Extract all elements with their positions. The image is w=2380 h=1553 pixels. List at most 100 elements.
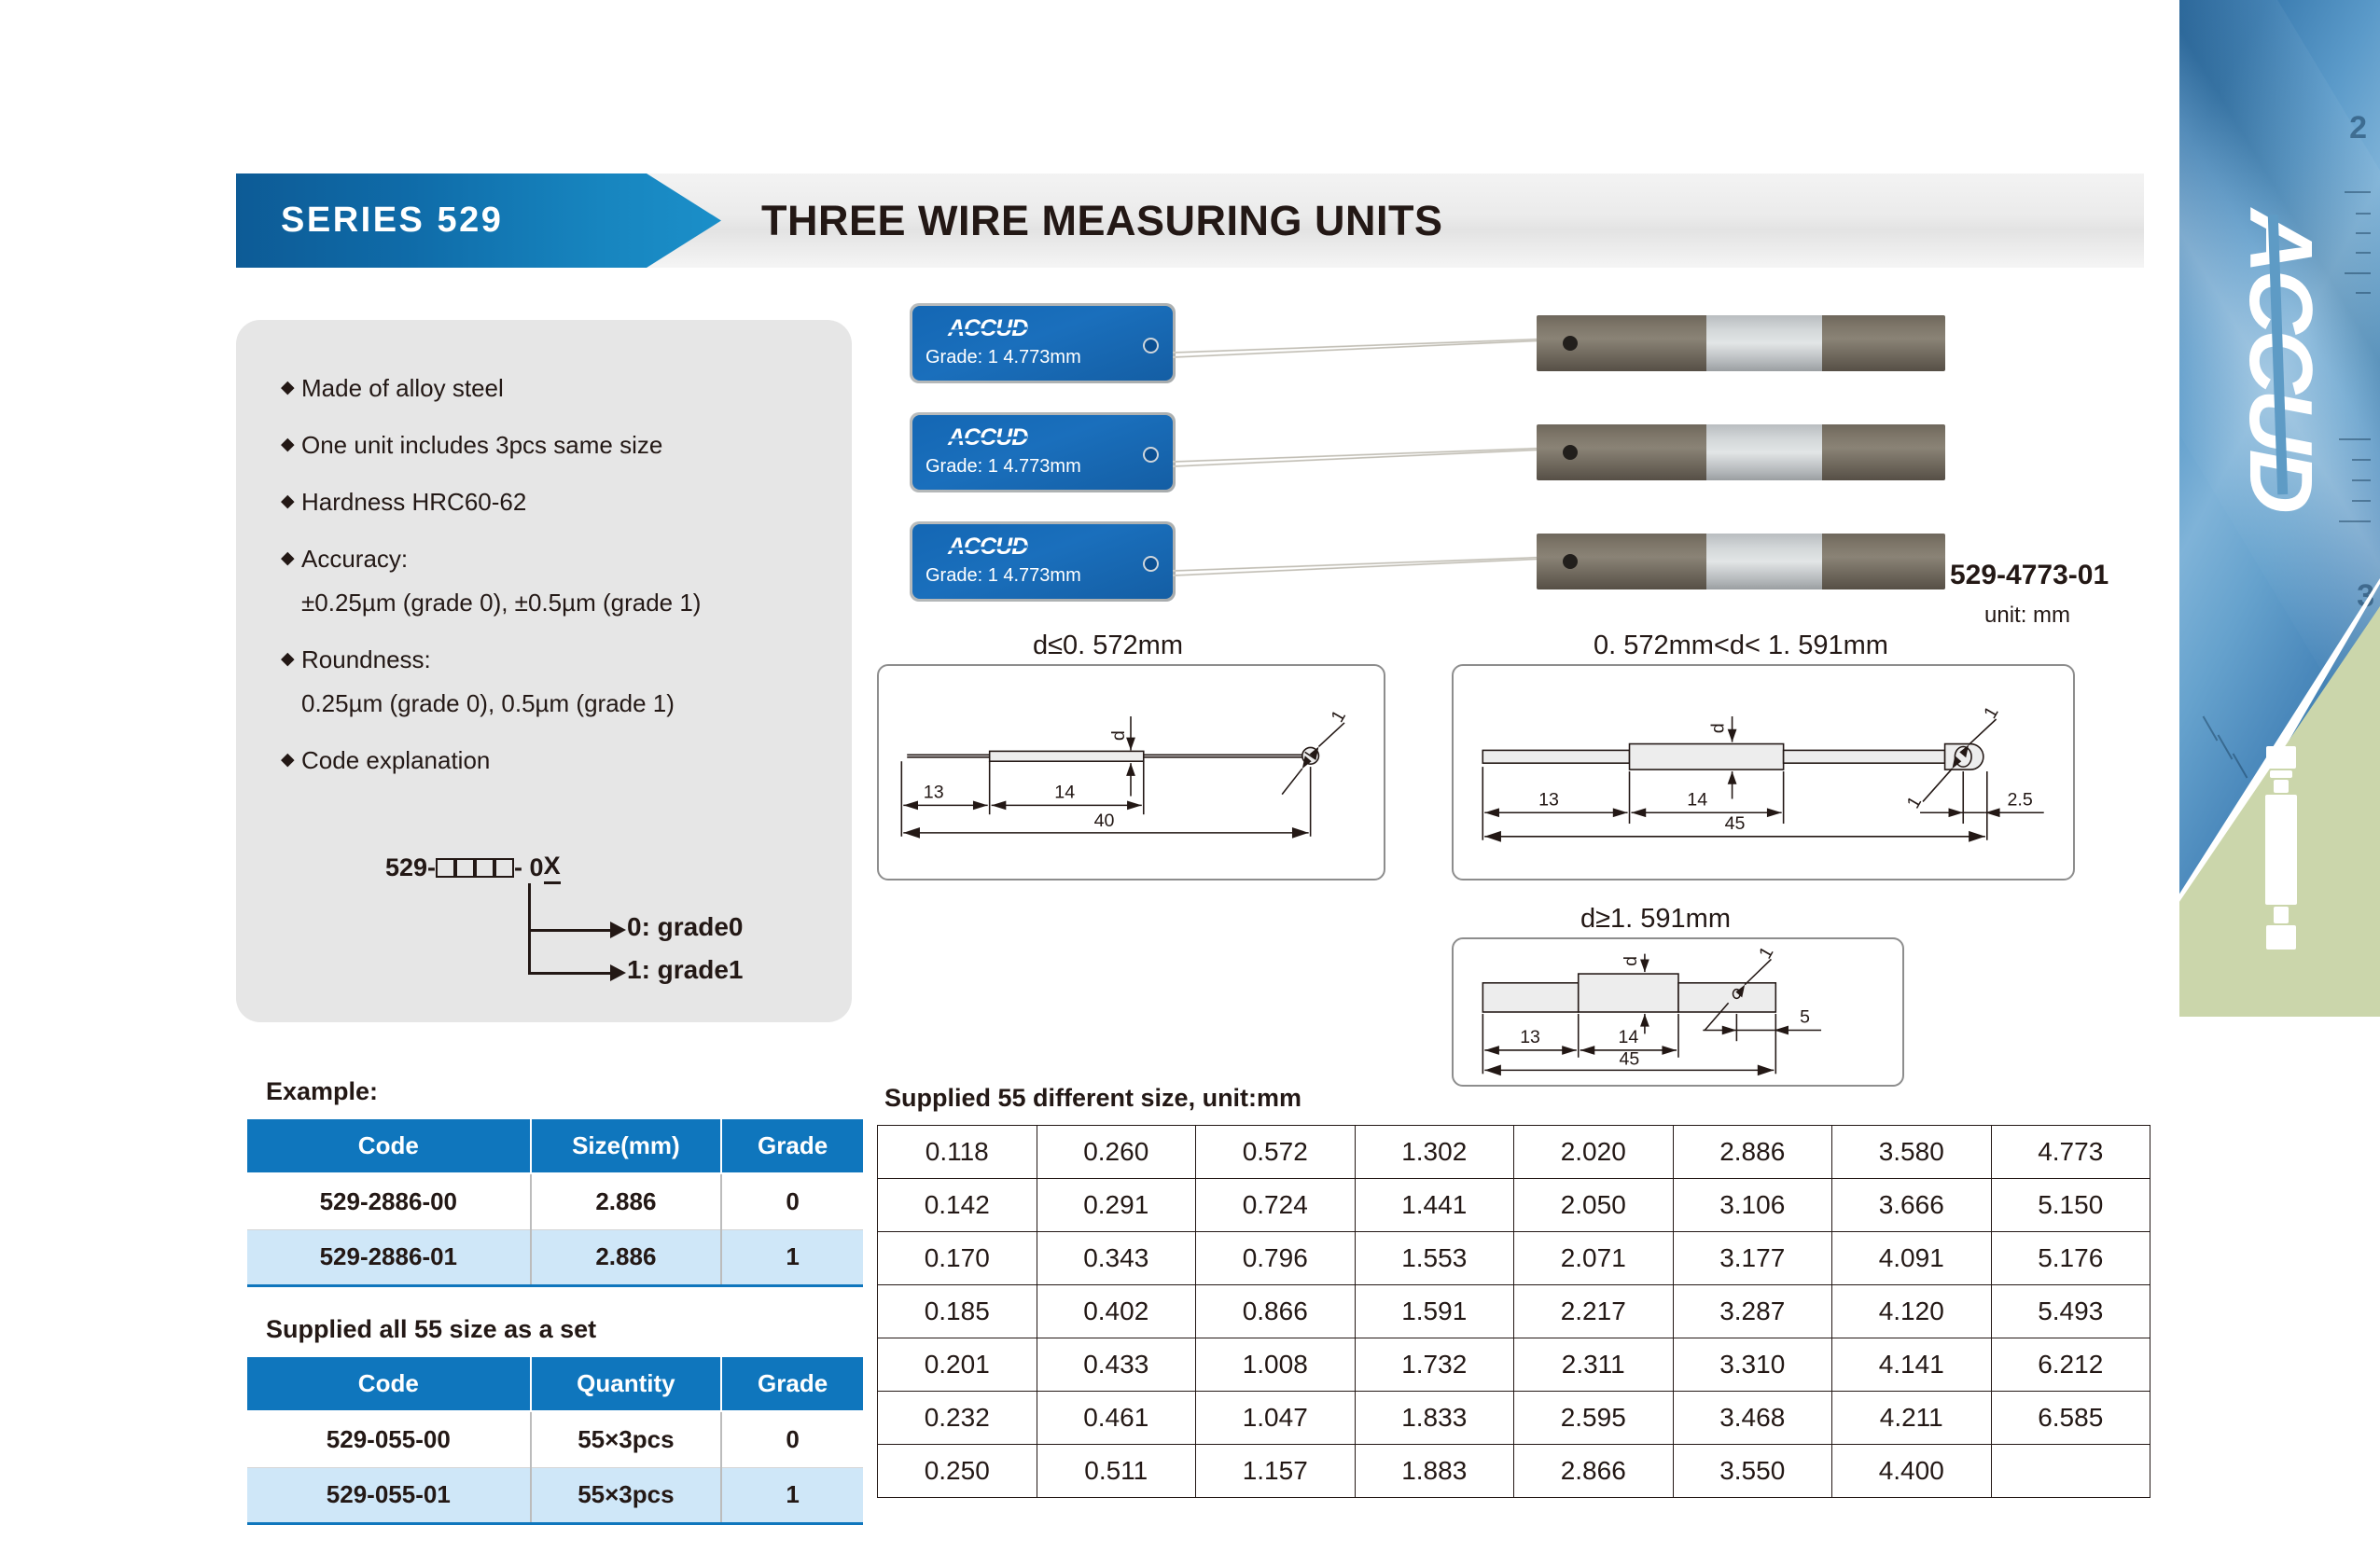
cell-quantity: 55×3pcs [530,1467,723,1525]
list-item: ◆ Roundness: [281,644,835,675]
product-tag: ACCUD Grade: 1 4.773mm [910,412,1176,492]
size-cell: 6.585 [1990,1391,2150,1445]
diamond-bullet-icon: ◆ [281,750,295,770]
cell-grade: 1 [721,1229,863,1287]
spec-text: Accuracy: [301,545,409,573]
ruler-number: 2 [2349,110,2367,146]
size-cell: 0.232 [877,1391,1037,1445]
series-badge: SERIES 529 [236,173,721,268]
rod-band [1706,534,1822,589]
ruler-tick [2356,292,2371,294]
size-table: 0.118 0.260 0.572 1.302 2.020 2.886 3.58… [877,1125,2150,1498]
size-cell: 2.217 [1513,1284,1674,1338]
size-cell: 0.433 [1036,1338,1196,1392]
size-cell: 0.796 [1195,1231,1356,1285]
dim-d: d [1708,723,1729,733]
specification-panel: ◆ Made of alloy steel ◆ One unit include… [236,320,852,1022]
size-cell: 5.150 [1990,1178,2150,1232]
unit-note: unit: mm [1984,603,2071,628]
cell-grade: 0 [721,1411,863,1468]
rod-band [1706,424,1822,480]
diamond-bullet-icon: ◆ [281,649,295,669]
ruler-tick [2339,438,2371,440]
drawing-box-1: 13 14 40 d 1 [877,664,1385,880]
cell-code: 529-055-01 [247,1467,532,1525]
ruler-tick [2345,272,2371,274]
table-row: 0.250 0.511 1.157 1.883 2.866 3.550 4.40… [877,1444,2150,1498]
size-cell: 0.402 [1036,1284,1196,1338]
column-header-grade: Grade [721,1119,863,1174]
drawing-caption-2: 0. 572mm<d< 1. 591mm [1594,631,1888,660]
diamond-bullet-icon: ◆ [281,435,295,454]
diamond-bullet-icon: ◆ [281,548,295,568]
column-header-code: Code [247,1357,532,1412]
drawing-svg-3: 13 14 45 5 d 1 [1482,943,1822,1076]
table-row: 0.142 0.291 0.724 1.441 2.050 3.106 3.66… [877,1178,2150,1232]
specification-list: ◆ Made of alloy steel ◆ One unit include… [281,372,835,801]
table-header-row: Code Quantity Grade [247,1357,863,1412]
spec-text: One unit includes 3pcs same size [301,431,663,459]
code-placeholder-box [436,858,456,878]
code-suffix-dash: - 0 [514,853,544,881]
drawing-caption-1: d≤0. 572mm [1033,631,1183,660]
dim-d: d [1621,956,1641,966]
size-cell: 4.400 [1831,1444,1992,1498]
size-cell: 1.157 [1195,1444,1356,1498]
size-cell: 3.177 [1672,1231,1832,1285]
cell-size: 2.886 [530,1229,723,1287]
table-row: 529-055-01 55×3pcs 1 [247,1467,863,1525]
page-bottom-margin [2179,1017,2380,1553]
code-placeholder-box [494,858,515,878]
size-cell: 0.511 [1036,1444,1196,1498]
table-row: 529-2886-01 2.886 1 [247,1229,863,1287]
dim-14: 14 [1054,783,1075,803]
size-cell: 0.724 [1195,1178,1356,1232]
part-number: 529-4773-01 [1950,560,2109,590]
list-item: ◆ Accuracy: [281,543,835,575]
example-table: Code Size(mm) Grade 529-2886-00 2.886 0 … [247,1119,863,1287]
list-item: ◆ Made of alloy steel [281,372,835,404]
dim-40: 40 [1094,811,1115,831]
drawing-svg-1: 13 14 40 d 1 [900,707,1350,839]
right-decorative-panel: 2 3 ACCUD [2179,0,2380,1017]
cell-code: 529-055-00 [247,1411,532,1468]
size-cell: 0.185 [877,1284,1037,1338]
tag-face: ACCUD Grade: 1 4.773mm [912,524,1173,599]
size-cell: 0.118 [877,1125,1037,1179]
wire-unit: ACCUD Grade: 1 4.773mm [910,521,1945,605]
size-cell: 0.170 [877,1231,1037,1285]
table-header-row: Code Size(mm) Grade [247,1119,863,1174]
rod-hole [1563,445,1578,460]
size-cell: 1.553 [1354,1231,1514,1285]
ruler-tick [2352,479,2371,481]
table-row: 0.185 0.402 0.866 1.591 2.217 3.287 4.12… [877,1284,2150,1338]
size-cell: 2.866 [1513,1444,1674,1498]
size-cell: 3.550 [1672,1444,1832,1498]
size-cell: 0.250 [877,1444,1037,1498]
gauge-segment [2270,770,2292,778]
dim-14: 14 [1619,1027,1639,1047]
drawing-svg-2: 13 14 45 2.5 d 1 1 [1482,703,2044,842]
ruler-tick [2339,520,2371,522]
steel-rod [1537,534,1945,589]
table-row: 0.170 0.343 0.796 1.553 2.071 3.177 4.09… [877,1231,2150,1285]
drawing-box-3: 13 14 45 5 d 1 [1452,937,1904,1087]
ruler-tick [2352,459,2371,461]
dim-chamfer: 1 [1755,943,1777,962]
tag-face: ACCUD Grade: 1 4.773mm [912,306,1173,381]
ruler-tick [2356,213,2371,215]
size-cell: 2.886 [1672,1125,1832,1179]
size-cell: 0.461 [1036,1391,1196,1445]
set-table: Code Quantity Grade 529-055-00 55×3pcs 0… [247,1357,863,1525]
size-cell: 0.142 [877,1178,1037,1232]
accud-logo: ACCUD [948,424,1028,451]
tag-grade-label: Grade: 1 4.773mm [926,347,1081,367]
product-tag: ACCUD Grade: 1 4.773mm [910,303,1176,383]
column-header-size: Size(mm) [530,1119,723,1174]
ruler-tick [2356,252,2371,254]
column-header-code: Code [247,1119,532,1174]
gauge-segment [2274,907,2289,923]
size-cell: 0.572 [1195,1125,1356,1179]
cell-size: 2.886 [530,1173,723,1230]
